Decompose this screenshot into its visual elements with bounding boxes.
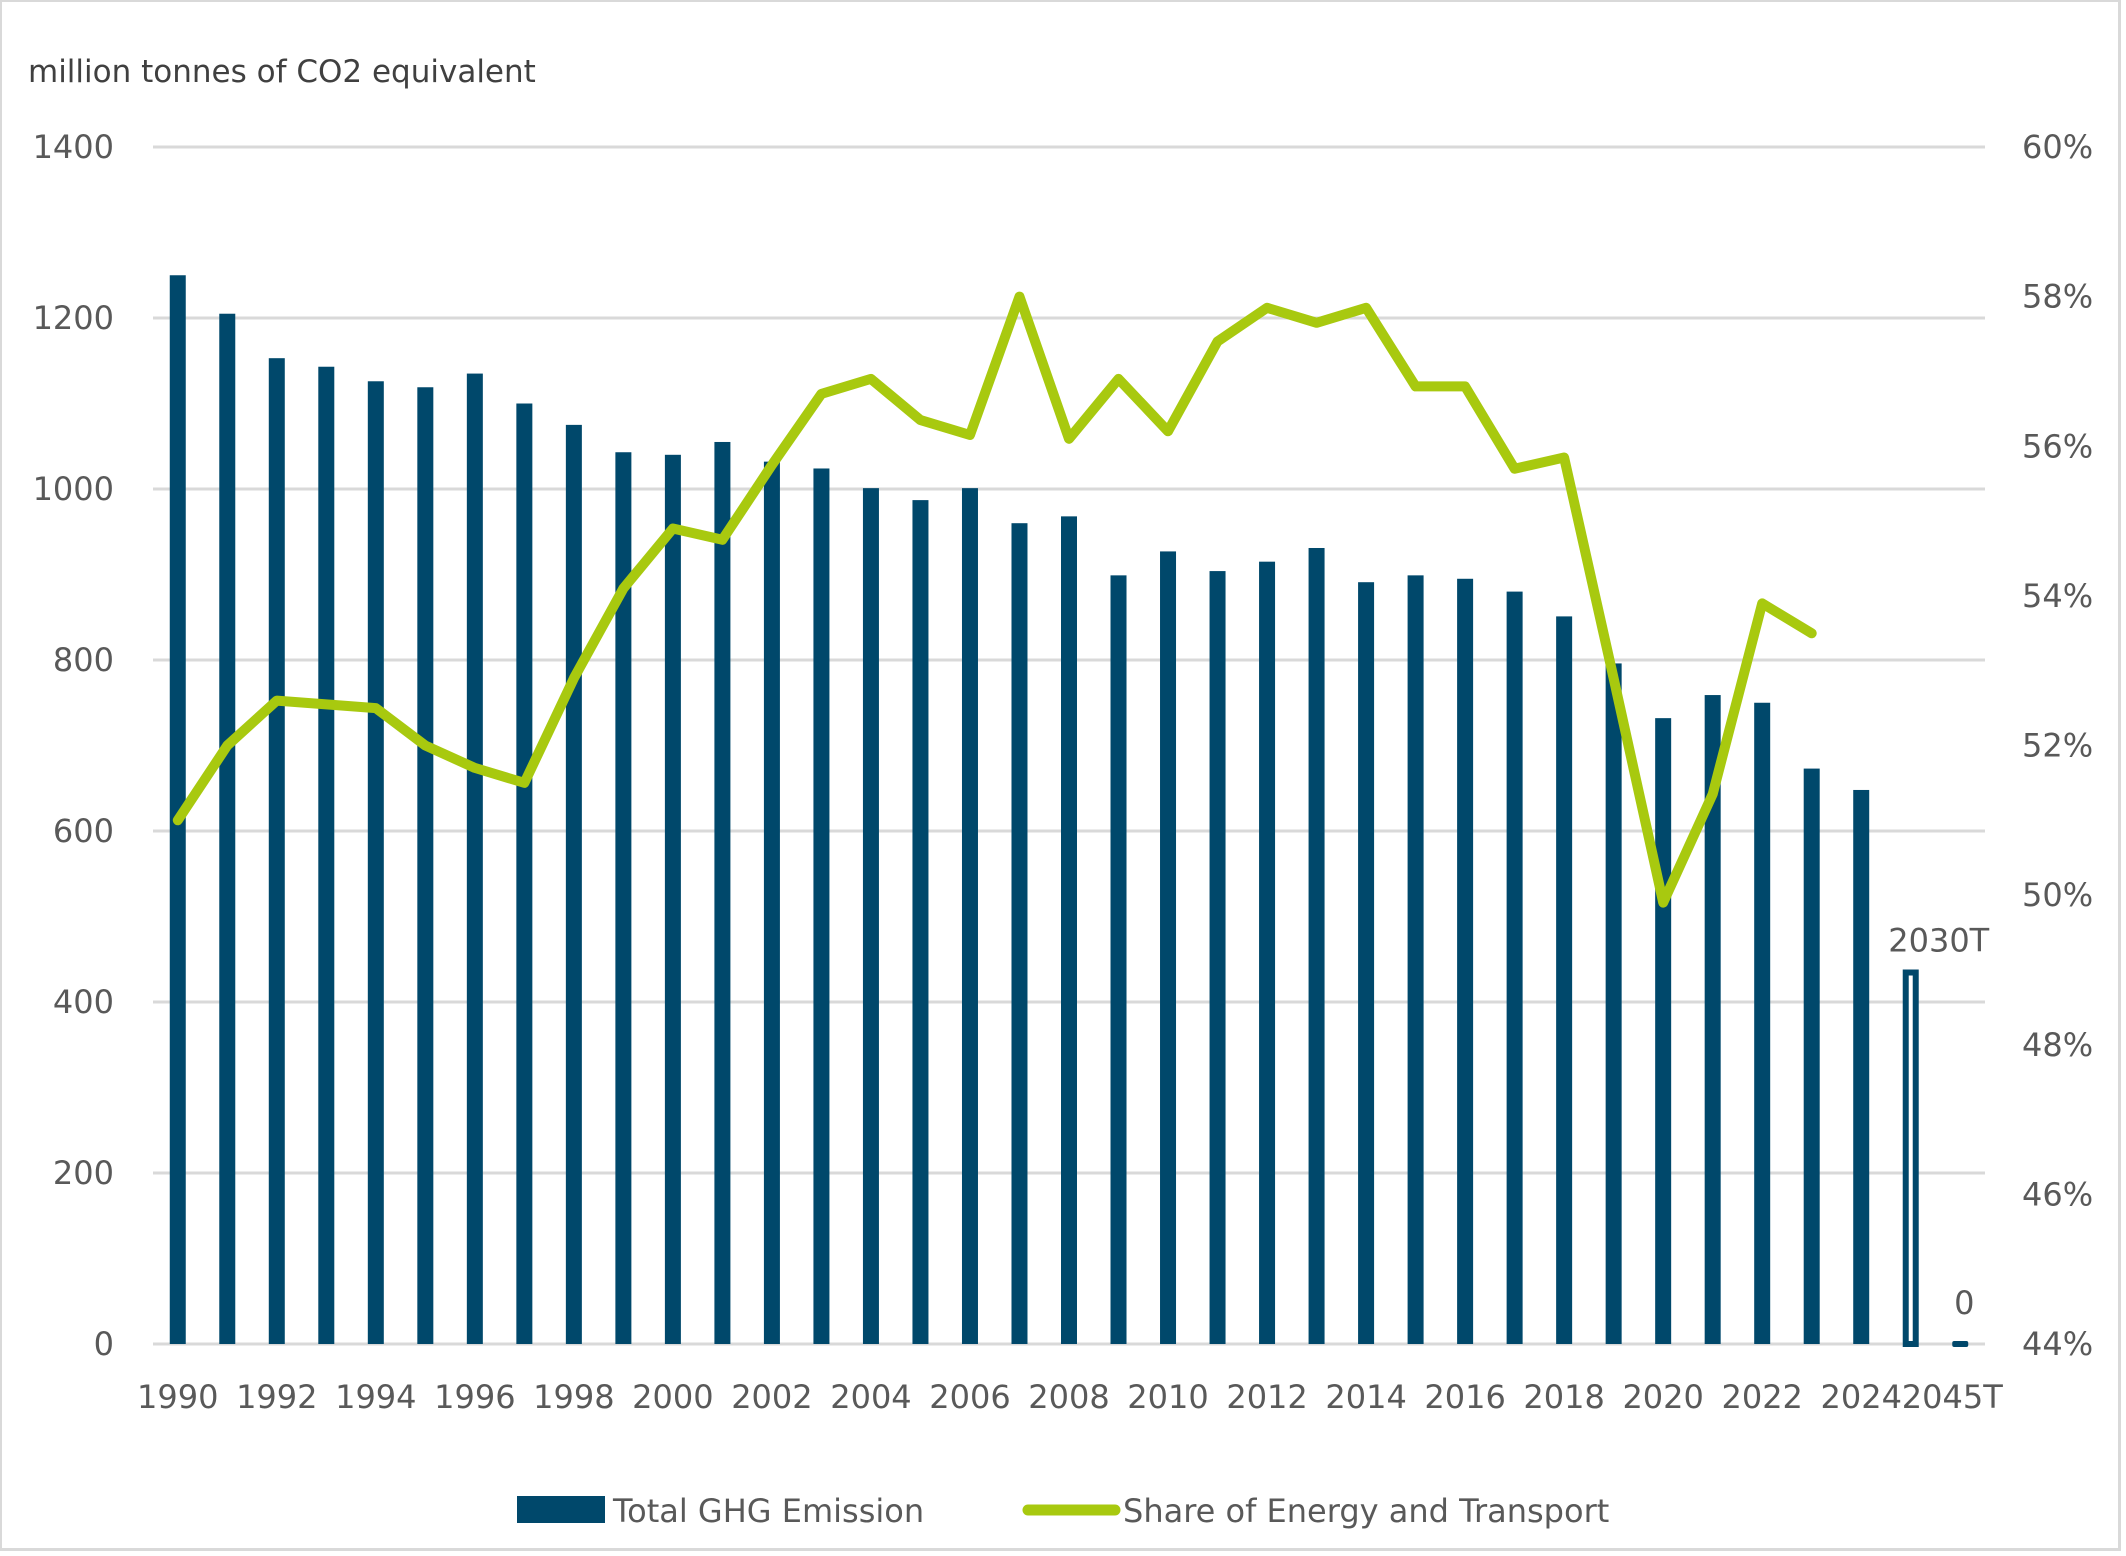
bar-1993 <box>318 366 335 1344</box>
x-axis-tick-label: 2008 <box>1028 1378 1109 1416</box>
bar-2009 <box>1110 575 1127 1344</box>
x-axis-tick-label: 2006 <box>929 1378 1010 1416</box>
bar-2015 <box>1407 575 1424 1344</box>
right-axis-tick-label: 58% <box>2022 278 2093 316</box>
x-axis-tick-label: 1996 <box>434 1378 515 1416</box>
x-axis-tick-label: 2016 <box>1424 1378 1505 1416</box>
left-axis-tick-label: 1200 <box>33 299 114 337</box>
legend-swatch-total-ghg <box>517 1496 605 1523</box>
left-axis-tick-label: 0 <box>94 1325 114 1363</box>
bar-2002 <box>763 461 780 1344</box>
right-axis-tick-label: 50% <box>2022 876 2093 914</box>
right-axis-tick-label: 60% <box>2022 128 2093 166</box>
x-axis-tick-label: 2004 <box>830 1378 911 1416</box>
x-axis-tick-label: 2000 <box>632 1378 713 1416</box>
legend-label-total-ghg: Total GHG Emission <box>612 1492 924 1530</box>
right-axis-ticks: 44% 46% 48% 50% 52% 54% 56% 58% 60% <box>2022 128 2093 1363</box>
right-axis-tick-label: 52% <box>2022 727 2093 765</box>
bar-2007 <box>1011 523 1028 1344</box>
x-axis-tick-label: 2024 <box>1820 1378 1901 1416</box>
x-axis-tick-label: 1994 <box>335 1378 416 1416</box>
bar-2005 <box>912 500 929 1344</box>
bar-series <box>169 275 1969 1347</box>
bar-2017 <box>1506 591 1523 1344</box>
bar-2021 <box>1704 695 1721 1344</box>
y-axis-title: million tonnes of CO2 equivalent <box>28 54 536 90</box>
x-axis-tick-label: 2012 <box>1226 1378 1307 1416</box>
bar-2020 <box>1655 718 1672 1344</box>
x-axis-tick-label: 2002 <box>731 1378 812 1416</box>
bar-2014 <box>1358 582 1375 1344</box>
bar-2000 <box>664 454 681 1344</box>
right-axis-tick-label: 48% <box>2022 1026 2093 1064</box>
bar-2018 <box>1556 616 1573 1344</box>
bar-2019 <box>1605 663 1622 1344</box>
left-axis-tick-label: 1400 <box>33 128 114 166</box>
annotations: 2030T 0 <box>1888 922 1989 1322</box>
right-axis-tick-label: 54% <box>2022 577 2093 615</box>
x-axis-tick-label: 1998 <box>533 1378 614 1416</box>
x-axis-tick-label: 1990 <box>137 1378 218 1416</box>
bar-2008 <box>1061 516 1077 1344</box>
legend: Total GHG Emission Share of Energy and T… <box>517 1492 1609 1530</box>
bar-1990 <box>169 275 186 1344</box>
left-axis-ticks: 0 200 400 600 800 1000 1200 1400 <box>33 128 114 1363</box>
bar-1999 <box>615 452 632 1344</box>
bar-2012 <box>1259 561 1276 1344</box>
bar-2023 <box>1803 768 1820 1344</box>
left-axis-tick-label: 600 <box>53 812 114 850</box>
bar-1998 <box>565 424 582 1344</box>
left-axis-tick-label: 800 <box>53 641 114 679</box>
x-axis-tick-label: 2010 <box>1127 1378 1208 1416</box>
x-axis-tick-label: 2022 <box>1721 1378 1802 1416</box>
line-share-energy-transport <box>172 291 1817 908</box>
bar-2030T <box>1902 969 1919 1347</box>
bar-2011 <box>1209 571 1226 1344</box>
bar-2001 <box>714 441 731 1345</box>
bar-1996 <box>466 373 483 1344</box>
bar-2045T <box>1952 1341 1969 1347</box>
bar-2003 <box>813 468 830 1345</box>
bar-1992 <box>268 358 285 1344</box>
x-axis-tick-label: 2014 <box>1325 1378 1406 1416</box>
left-axis-tick-label: 1000 <box>33 470 114 508</box>
data-label-2045T: 0 <box>1954 1284 1974 1322</box>
right-axis-tick-label: 56% <box>2022 427 2093 465</box>
bar-2022 <box>1754 702 1771 1344</box>
bar-2010 <box>1160 551 1177 1344</box>
x-axis-ticks: 1990 1992 1994 1996 1998 2000 2002 2004 2006 2008… <box>137 1378 2003 1416</box>
line-series <box>172 291 1817 908</box>
bar-2016 <box>1457 578 1474 1344</box>
bar-2004 <box>862 488 879 1344</box>
bar-2013 <box>1308 547 1325 1344</box>
bar-2006 <box>961 488 978 1344</box>
bar-1991 <box>219 313 236 1345</box>
x-axis-tick-label: 2045T <box>1902 1378 2003 1416</box>
bar-2024 <box>1853 789 1870 1344</box>
right-axis-tick-label: 44% <box>2022 1325 2093 1363</box>
legend-label-share-energy-transport: Share of Energy and Transport <box>1123 1492 1609 1530</box>
right-axis-tick-label: 46% <box>2022 1175 2093 1213</box>
left-axis-tick-label: 400 <box>53 983 114 1021</box>
x-axis-tick-label: 2018 <box>1523 1378 1604 1416</box>
bar-1997 <box>516 403 533 1344</box>
x-axis-tick-label: 1992 <box>236 1378 317 1416</box>
left-axis-tick-label: 200 <box>53 1154 114 1192</box>
bar-1994 <box>367 381 384 1344</box>
bar-1995 <box>417 387 434 1344</box>
x-axis-tick-label: 2020 <box>1622 1378 1703 1416</box>
data-label-2030T: 2030T <box>1888 922 1989 960</box>
